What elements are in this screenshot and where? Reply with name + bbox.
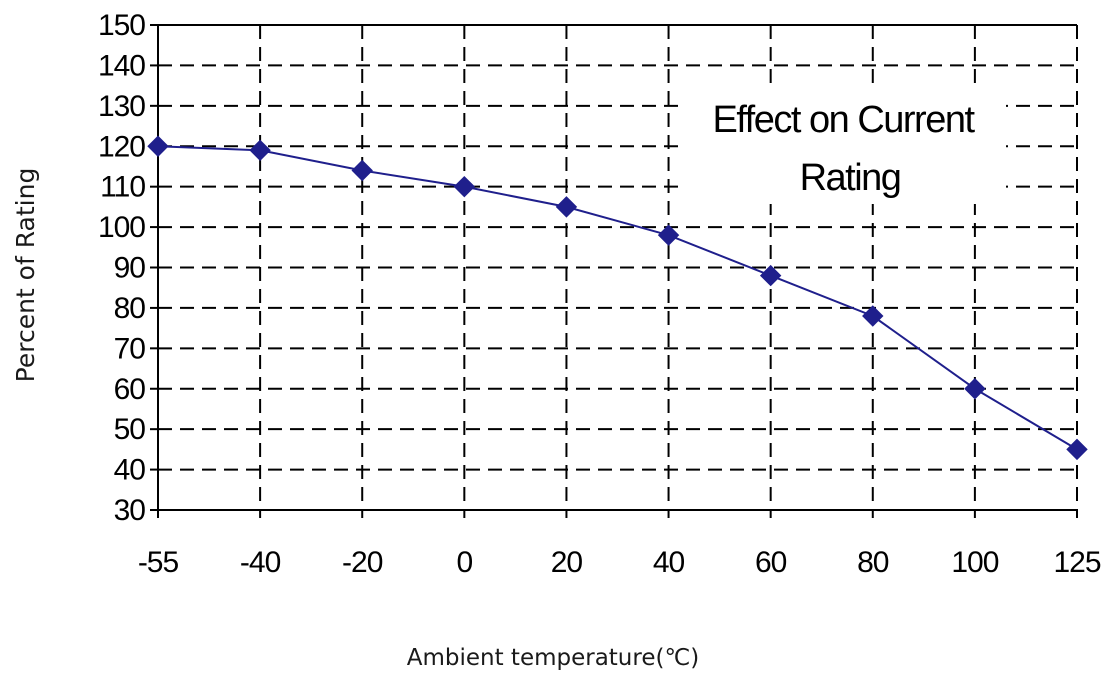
y-tick-label: 130 bbox=[98, 90, 145, 123]
annotation-line-1: Effect on Current bbox=[712, 99, 975, 141]
axes bbox=[150, 24, 1078, 518]
x-tick-label: -20 bbox=[342, 546, 383, 579]
y-tick-label: 120 bbox=[98, 130, 145, 163]
y-axis-label: Percent of Rating bbox=[11, 168, 40, 383]
data-point-marker bbox=[657, 224, 680, 246]
annotation-background bbox=[686, 84, 1006, 204]
y-tick-labels: 30 40 50 60 70 80 90 100 110 120 130 140 150 bbox=[98, 9, 146, 527]
x-axis-label: Ambient temperature(℃) bbox=[407, 645, 700, 671]
y-tick-label: 30 bbox=[114, 494, 146, 527]
data-point-marker bbox=[964, 378, 986, 400]
data-point-marker bbox=[249, 139, 271, 161]
x-tick-label: 60 bbox=[755, 546, 787, 579]
annotation-line-2: Rating bbox=[800, 157, 901, 199]
x-tick-label: 40 bbox=[653, 546, 685, 579]
annotation-box: Effect on Current Rating bbox=[686, 84, 1006, 204]
y-tick-label: 140 bbox=[98, 49, 145, 82]
data-point-marker bbox=[453, 175, 476, 198]
x-tick-labels: -55 -40 -20 0 20 40 60 80 100 125 bbox=[138, 546, 1102, 579]
data-point-marker bbox=[862, 305, 884, 327]
x-tick-label: -55 bbox=[138, 546, 179, 579]
x-tick-label: 125 bbox=[1053, 546, 1100, 579]
data-point-marker bbox=[351, 159, 373, 182]
y-tick-label: 80 bbox=[114, 292, 146, 325]
data-point-marker bbox=[555, 196, 578, 218]
x-tick-label: -40 bbox=[240, 546, 281, 579]
y-tick-label: 110 bbox=[100, 171, 145, 204]
series bbox=[147, 135, 1088, 461]
y-tick-label: 70 bbox=[114, 332, 146, 365]
x-tick-label: 20 bbox=[551, 546, 583, 579]
y-tick-label: 60 bbox=[114, 373, 146, 406]
series-line bbox=[157, 145, 1078, 451]
y-tick-label: 50 bbox=[114, 413, 146, 446]
x-tick-label: 0 bbox=[456, 546, 472, 579]
y-tick-label: 150 bbox=[98, 9, 145, 42]
y-tick-label: 100 bbox=[98, 211, 145, 244]
x-tick-label: 100 bbox=[951, 546, 998, 579]
x-tick-label: 80 bbox=[857, 546, 889, 579]
data-point-marker bbox=[759, 264, 782, 287]
data-point-marker bbox=[1066, 438, 1088, 461]
data-point-marker bbox=[147, 135, 169, 157]
y-tick-label: 40 bbox=[114, 454, 146, 487]
y-tick-label: 90 bbox=[114, 252, 146, 285]
